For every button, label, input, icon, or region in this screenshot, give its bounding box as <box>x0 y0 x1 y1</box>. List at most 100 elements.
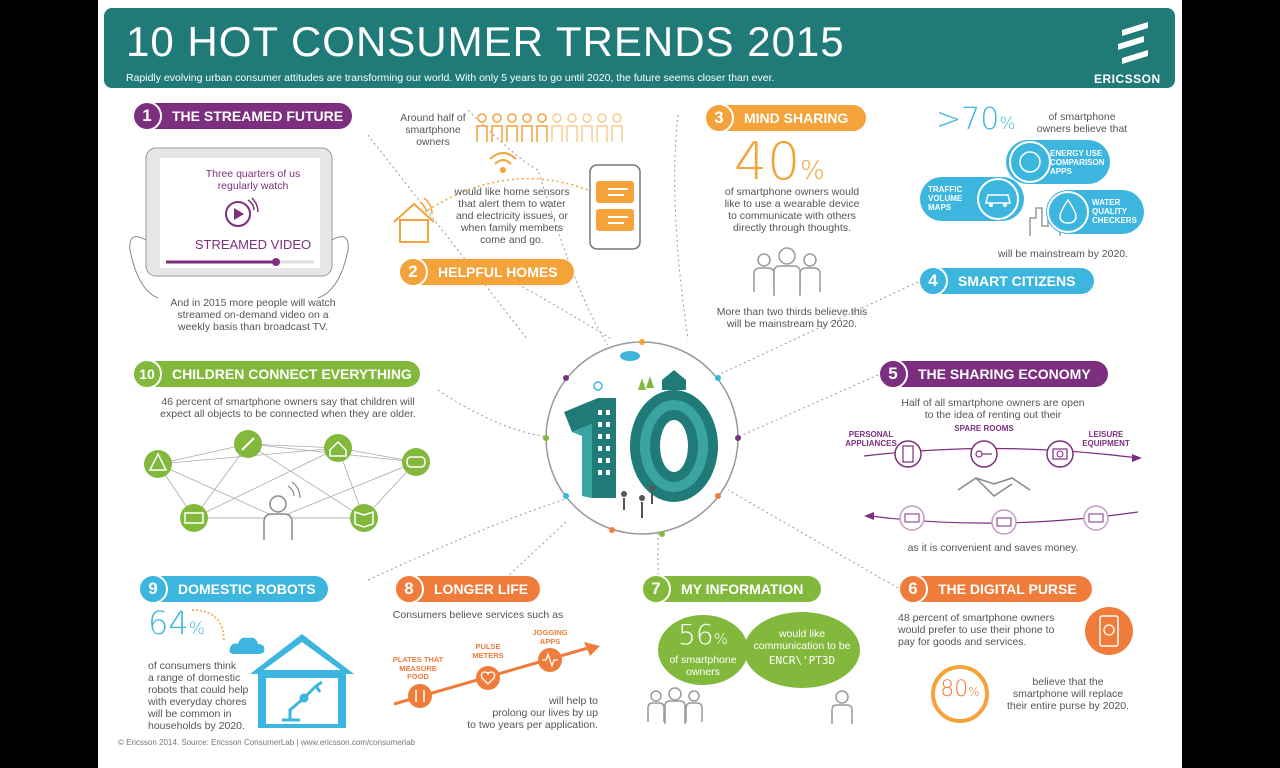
trend-6-stat: 80% <box>926 677 994 702</box>
trend-6-text-1: 48 percent of smartphone owners <box>898 612 1055 624</box>
trend-2-text-3: and electricity issues, or <box>455 210 569 222</box>
money-icon <box>899 505 925 531</box>
trend-8-text-3: to two years per application. <box>467 719 598 731</box>
stat-ring-icon <box>931 665 989 723</box>
trend-6-stat-line-1: believe that the <box>1032 676 1104 688</box>
trend-2-text-4: when family members <box>460 222 564 234</box>
fridge-icon <box>894 440 922 468</box>
trend-3-text-2: like to use a wearable device <box>724 198 860 210</box>
brain-icon <box>1009 141 1051 183</box>
trend-9-stat-unit: % <box>188 619 205 639</box>
dotted-arc <box>427 178 589 211</box>
traffic-bubble-label: TRAFFIC VOLUME MAPS <box>928 185 963 212</box>
person-icon <box>831 690 853 724</box>
trend-3-text-3: to communicate with others <box>728 210 856 222</box>
robot-house-icon <box>250 634 354 728</box>
trend-1-title: THE STREAMED FUTURE <box>172 108 344 124</box>
encrypted-text: ENCR\'PT3D <box>768 654 836 667</box>
trend-8-number: 8 <box>394 574 424 604</box>
trend-2-text-1: would like home sensors <box>454 186 570 198</box>
center-ten-illustration <box>543 339 741 537</box>
pulse-icon <box>538 648 562 672</box>
trend-1-text-1: And in 2015 more people will watch <box>170 297 336 309</box>
trend-3-stat: 40% <box>734 132 825 192</box>
infographic-page: 10 HOT CONSUMER TRENDS 2015 Rapidly evol… <box>98 0 1182 768</box>
label-plates: PLATES THAT MEASURE FOOD <box>392 655 444 681</box>
book-icon <box>350 504 378 532</box>
trend-9-number: 9 <box>138 574 168 604</box>
trend-5-pill: 5 THE SHARING ECONOMY <box>878 359 1108 389</box>
trend-8-text-1: will help to <box>548 695 598 707</box>
trend-5-title: THE SHARING ECONOMY <box>918 366 1091 382</box>
tree-icon <box>144 450 172 478</box>
people-small-icon <box>647 687 703 724</box>
trend-6-stat-line-2: smartphone will replace <box>1012 688 1124 700</box>
phone-icon <box>589 164 641 250</box>
trend-9-text-3: robots that could help <box>148 684 249 696</box>
play-icon <box>225 197 259 227</box>
trend-5-text-1: Half of all smartphone owners are open <box>901 397 1085 409</box>
water-bubble-label: WATER QUALITY CHECKERS <box>1092 198 1137 225</box>
trend-4-number: 4 <box>918 266 948 296</box>
trend-2-top-2: smartphone <box>405 124 461 136</box>
sharing-economy-diagram <box>863 440 1142 535</box>
footer-source: © Ericsson 2014. Source: Ericsson Consum… <box>118 738 415 747</box>
trend-5-bottom: as it is convenient and saves money. <box>907 542 1079 554</box>
house-node-icon <box>324 434 352 462</box>
people-group-icon <box>753 247 821 296</box>
trend-7-number: 7 <box>641 574 671 604</box>
trend-3-pill: 3 MIND SHARING <box>704 103 866 133</box>
longer-life-arrow <box>393 642 600 708</box>
trend-7-bubble-line-1: would like <box>778 628 826 640</box>
label-pulse: PULSE METERS <box>472 642 504 660</box>
trend-6-text-2: would prefer to use their phone to <box>898 624 1055 636</box>
money-node-icon <box>180 504 208 532</box>
trend-7-stat-line-1: of smartphone <box>669 654 737 666</box>
trend-2-top-3: owners <box>416 136 450 148</box>
heart-icon <box>476 666 500 690</box>
trend-3-stat-unit: % <box>800 156 825 186</box>
trend-4-stat-text-1: of smartphone <box>1048 111 1116 123</box>
trend-5-number: 5 <box>878 359 908 389</box>
trend-9-text-5: will be common in <box>148 708 232 720</box>
trend-10-pill: 10 CHILDREN CONNECT EVERYTHING <box>132 359 420 389</box>
wifi-icon <box>489 152 517 173</box>
trend-3-text-1: of smartphone owners would <box>724 186 860 198</box>
trend-4-stat: >70% <box>936 102 1015 137</box>
label-personal-appliances: PERSONAL APPLIANCES <box>845 430 897 448</box>
trend-9-stat-value: 64 <box>148 604 189 642</box>
streamed-video-label: STREAMED VIDEO <box>194 237 312 252</box>
trend-6-stat-unit: % <box>968 685 980 699</box>
trend-9-text-2: a range of domestic <box>148 672 241 684</box>
trend-7-title: MY INFORMATION <box>681 581 804 597</box>
gamepad-icon <box>402 448 430 476</box>
label-leisure-equipment: LEISURE EQUIPMENT <box>1082 430 1130 448</box>
trend-4-stat-unit: % <box>999 114 1016 134</box>
trend-8-title: LONGER LIFE <box>434 581 529 597</box>
trend-10-text-2: expect all objects to be connected when … <box>160 408 416 420</box>
ericsson-logo: ERICSSON <box>1094 72 1161 86</box>
label-spare-rooms: SPARE ROOMS <box>954 424 1014 433</box>
camera-icon <box>1046 440 1074 468</box>
plate-icon <box>408 684 432 708</box>
trend-6-title: THE DIGITAL PURSE <box>938 581 1077 597</box>
car-icon <box>977 178 1019 220</box>
trend-2-top-1: Around half of <box>400 112 466 124</box>
trend-2-title: HELPFUL HOMES <box>438 264 558 280</box>
trend-4-title: SMART CITIZENS <box>958 273 1076 289</box>
trend-2-text-5: come and go. <box>480 234 544 246</box>
trend-2-text-2: that alert them to water <box>458 198 566 210</box>
connector-lines <box>367 109 919 589</box>
trend-3-bottom-2: will be mainstream by 2020. <box>726 318 858 330</box>
page-subtitle: Rapidly evolving urban consumer attitude… <box>126 72 775 84</box>
trend-9-pill: 9 DOMESTIC ROBOTS <box>138 574 328 604</box>
trend-7-stat: 56% <box>658 618 748 651</box>
trend-7-stat-unit: % <box>713 630 728 648</box>
trend-4-stat-value: >70 <box>936 102 1000 137</box>
trend-7-stat-value: 56 <box>678 618 714 651</box>
page-title: 10 HOT CONSUMER TRENDS 2015 <box>126 18 845 65</box>
trend-6-stat-line-3: their entire purse by 2020. <box>1007 700 1129 712</box>
robot-arm-icon <box>282 680 323 722</box>
tablet-line-2: regularly watch <box>217 180 289 192</box>
trend-10-text-1: 46 percent of smartphone owners say that… <box>161 396 415 408</box>
